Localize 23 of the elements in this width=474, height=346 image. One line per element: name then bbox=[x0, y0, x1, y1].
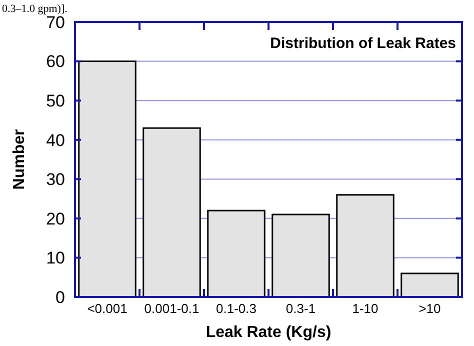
text: Distribution of Leak Rates bbox=[270, 35, 456, 52]
bar bbox=[78, 60, 136, 298]
x-tick-label: <0.001 bbox=[87, 301, 128, 316]
y-tick-label: 60 bbox=[46, 52, 65, 72]
y-tick-label: 0 bbox=[56, 288, 65, 307]
y-tick-label: 10 bbox=[46, 248, 65, 268]
x-tick-label: 0.3-1 bbox=[286, 301, 316, 316]
x-tick-label: >10 bbox=[418, 301, 441, 316]
text: 0.3–1.0 gpm)]. bbox=[2, 3, 68, 15]
x-tick-label: 1-10 bbox=[352, 301, 378, 316]
y-tick-label: 40 bbox=[46, 130, 65, 150]
bar bbox=[336, 194, 394, 298]
x-tick-label: 0.1-0.3 bbox=[216, 301, 256, 316]
x-tick-label: 0.001-0.1 bbox=[144, 301, 200, 316]
x-axis-title: Leak Rate (Kg/s) bbox=[206, 324, 332, 341]
bar bbox=[207, 210, 266, 298]
y-tick-label: 50 bbox=[46, 92, 65, 111]
bar bbox=[272, 214, 330, 298]
bar bbox=[142, 127, 201, 298]
bar bbox=[400, 272, 459, 298]
y-tick-label: 20 bbox=[46, 209, 65, 228]
y-tick-label: 30 bbox=[46, 170, 65, 190]
y-axis-title: Number bbox=[11, 129, 28, 190]
